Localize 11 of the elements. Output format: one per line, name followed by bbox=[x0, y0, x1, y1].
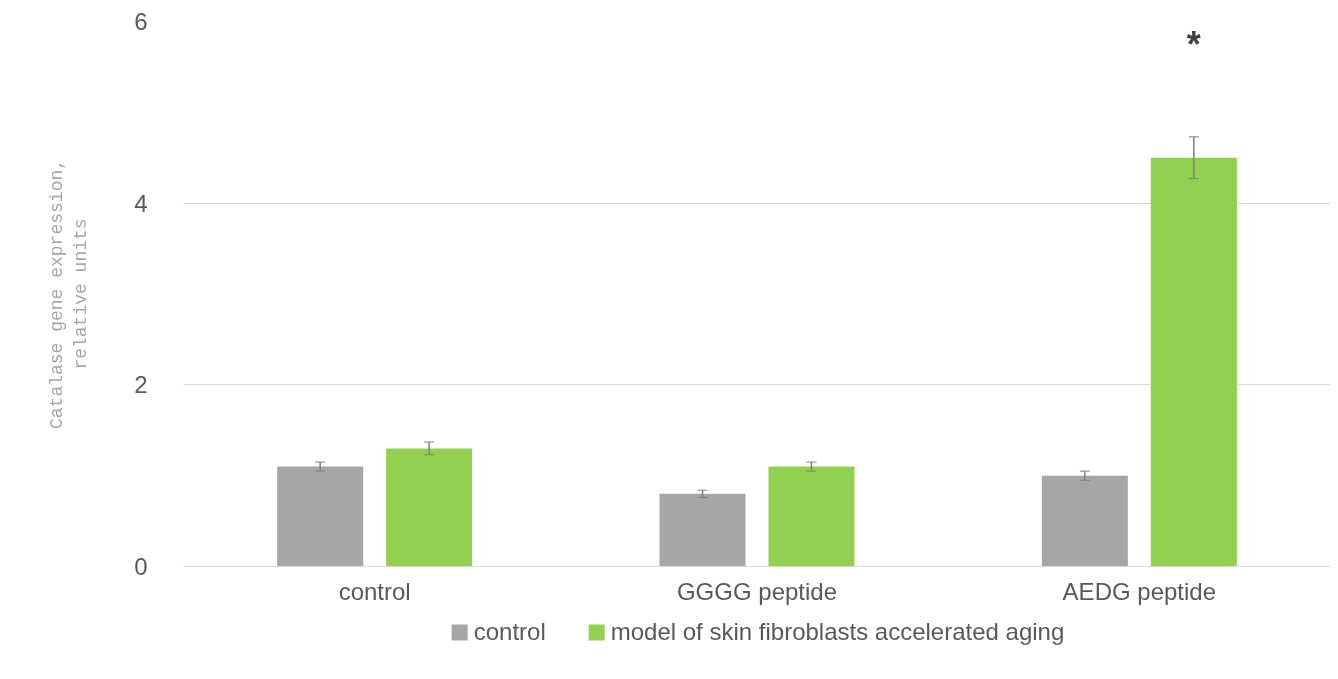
y-tick-label: 6 bbox=[134, 8, 148, 35]
y-tick-label: 2 bbox=[134, 371, 148, 399]
x-tick-label: AEDG peptide bbox=[1062, 577, 1217, 605]
x-tick-label: GGGG peptide bbox=[676, 577, 838, 605]
legend-label: control bbox=[473, 618, 546, 646]
legend-label: model of skin fibroblasts accelerated aging bbox=[610, 618, 1065, 646]
y-axis-title: Catalase gene expression, relative units bbox=[47, 158, 92, 430]
x-tick-label: control bbox=[338, 577, 411, 605]
y-tick-label: 0 bbox=[134, 553, 148, 580]
annotation: * bbox=[1186, 23, 1201, 65]
y-tick-label: 4 bbox=[134, 189, 148, 217]
